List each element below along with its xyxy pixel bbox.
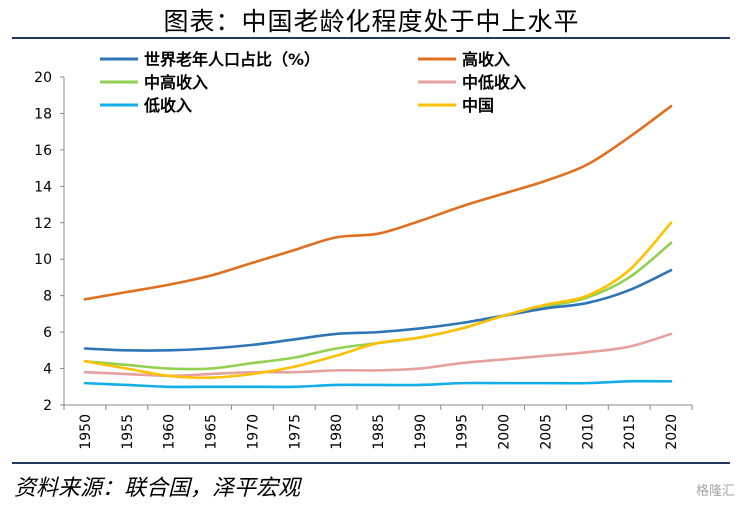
series-line-3: [83, 332, 673, 378]
x-tick-label: 1960: [162, 414, 178, 450]
x-tick-label: 2000: [497, 414, 513, 450]
y-tick-label: 4: [43, 362, 52, 378]
x-tick-label: 2010: [580, 414, 596, 450]
y-tick-label: 20: [34, 70, 52, 86]
watermark: 格隆汇: [695, 484, 735, 499]
source-rule: [12, 462, 730, 464]
x-tick-label: 1955: [120, 414, 136, 450]
y-tick-label: 10: [34, 252, 52, 268]
x-tick-label: 1950: [78, 414, 94, 450]
x-tick-label: 1995: [455, 414, 471, 450]
axes: 2 4 6 8 10 12 14 16 18 20 1950 1955 1960 1965 1970 1975…: [34, 70, 693, 450]
x-tick-label: 1985: [371, 414, 387, 450]
legend-label: 中国: [462, 96, 494, 115]
legend-label: 低收入: [143, 96, 192, 115]
legend-label: 中高收入: [144, 73, 208, 92]
legend-label: 世界老年人口占比（%）: [144, 50, 320, 69]
title-rule: [12, 37, 730, 39]
y-tick-label: 18: [34, 106, 52, 122]
series-lines: [83, 104, 673, 389]
x-tick-label: 1975: [287, 414, 303, 450]
series-line-5: [83, 221, 673, 380]
y-tick-label: 16: [34, 143, 52, 159]
series-line-1: [83, 104, 673, 301]
y-tick-label: 8: [43, 289, 52, 305]
line-chart: 2 4 6 8 10 12 14 16 18 20 1950 1955 1960 1965 1970 1975…: [34, 50, 693, 450]
source-note: 资料来源：联合国，泽平宏观: [14, 476, 301, 501]
legend-label: 高收入: [462, 50, 510, 69]
series-line-4: [83, 379, 673, 389]
x-tick-label: 1965: [204, 414, 220, 450]
x-tick-label: 1970: [245, 414, 261, 450]
y-tick-label: 6: [43, 325, 52, 341]
y-tick-label: 2: [43, 398, 52, 414]
x-tick-label: 1980: [329, 414, 345, 450]
x-tick-label: 2005: [538, 414, 554, 450]
y-tick-label: 14: [34, 179, 52, 195]
series-line-0: [83, 268, 673, 352]
x-tick-label: 2015: [622, 414, 638, 450]
x-tick-label: 2020: [664, 414, 680, 450]
chart-title: 图表：中国老龄化程度处于中上水平: [163, 7, 580, 36]
legend-label: 中低收入: [462, 73, 526, 92]
y-tick-label: 12: [34, 216, 52, 232]
x-tick-label: 1990: [413, 414, 429, 450]
